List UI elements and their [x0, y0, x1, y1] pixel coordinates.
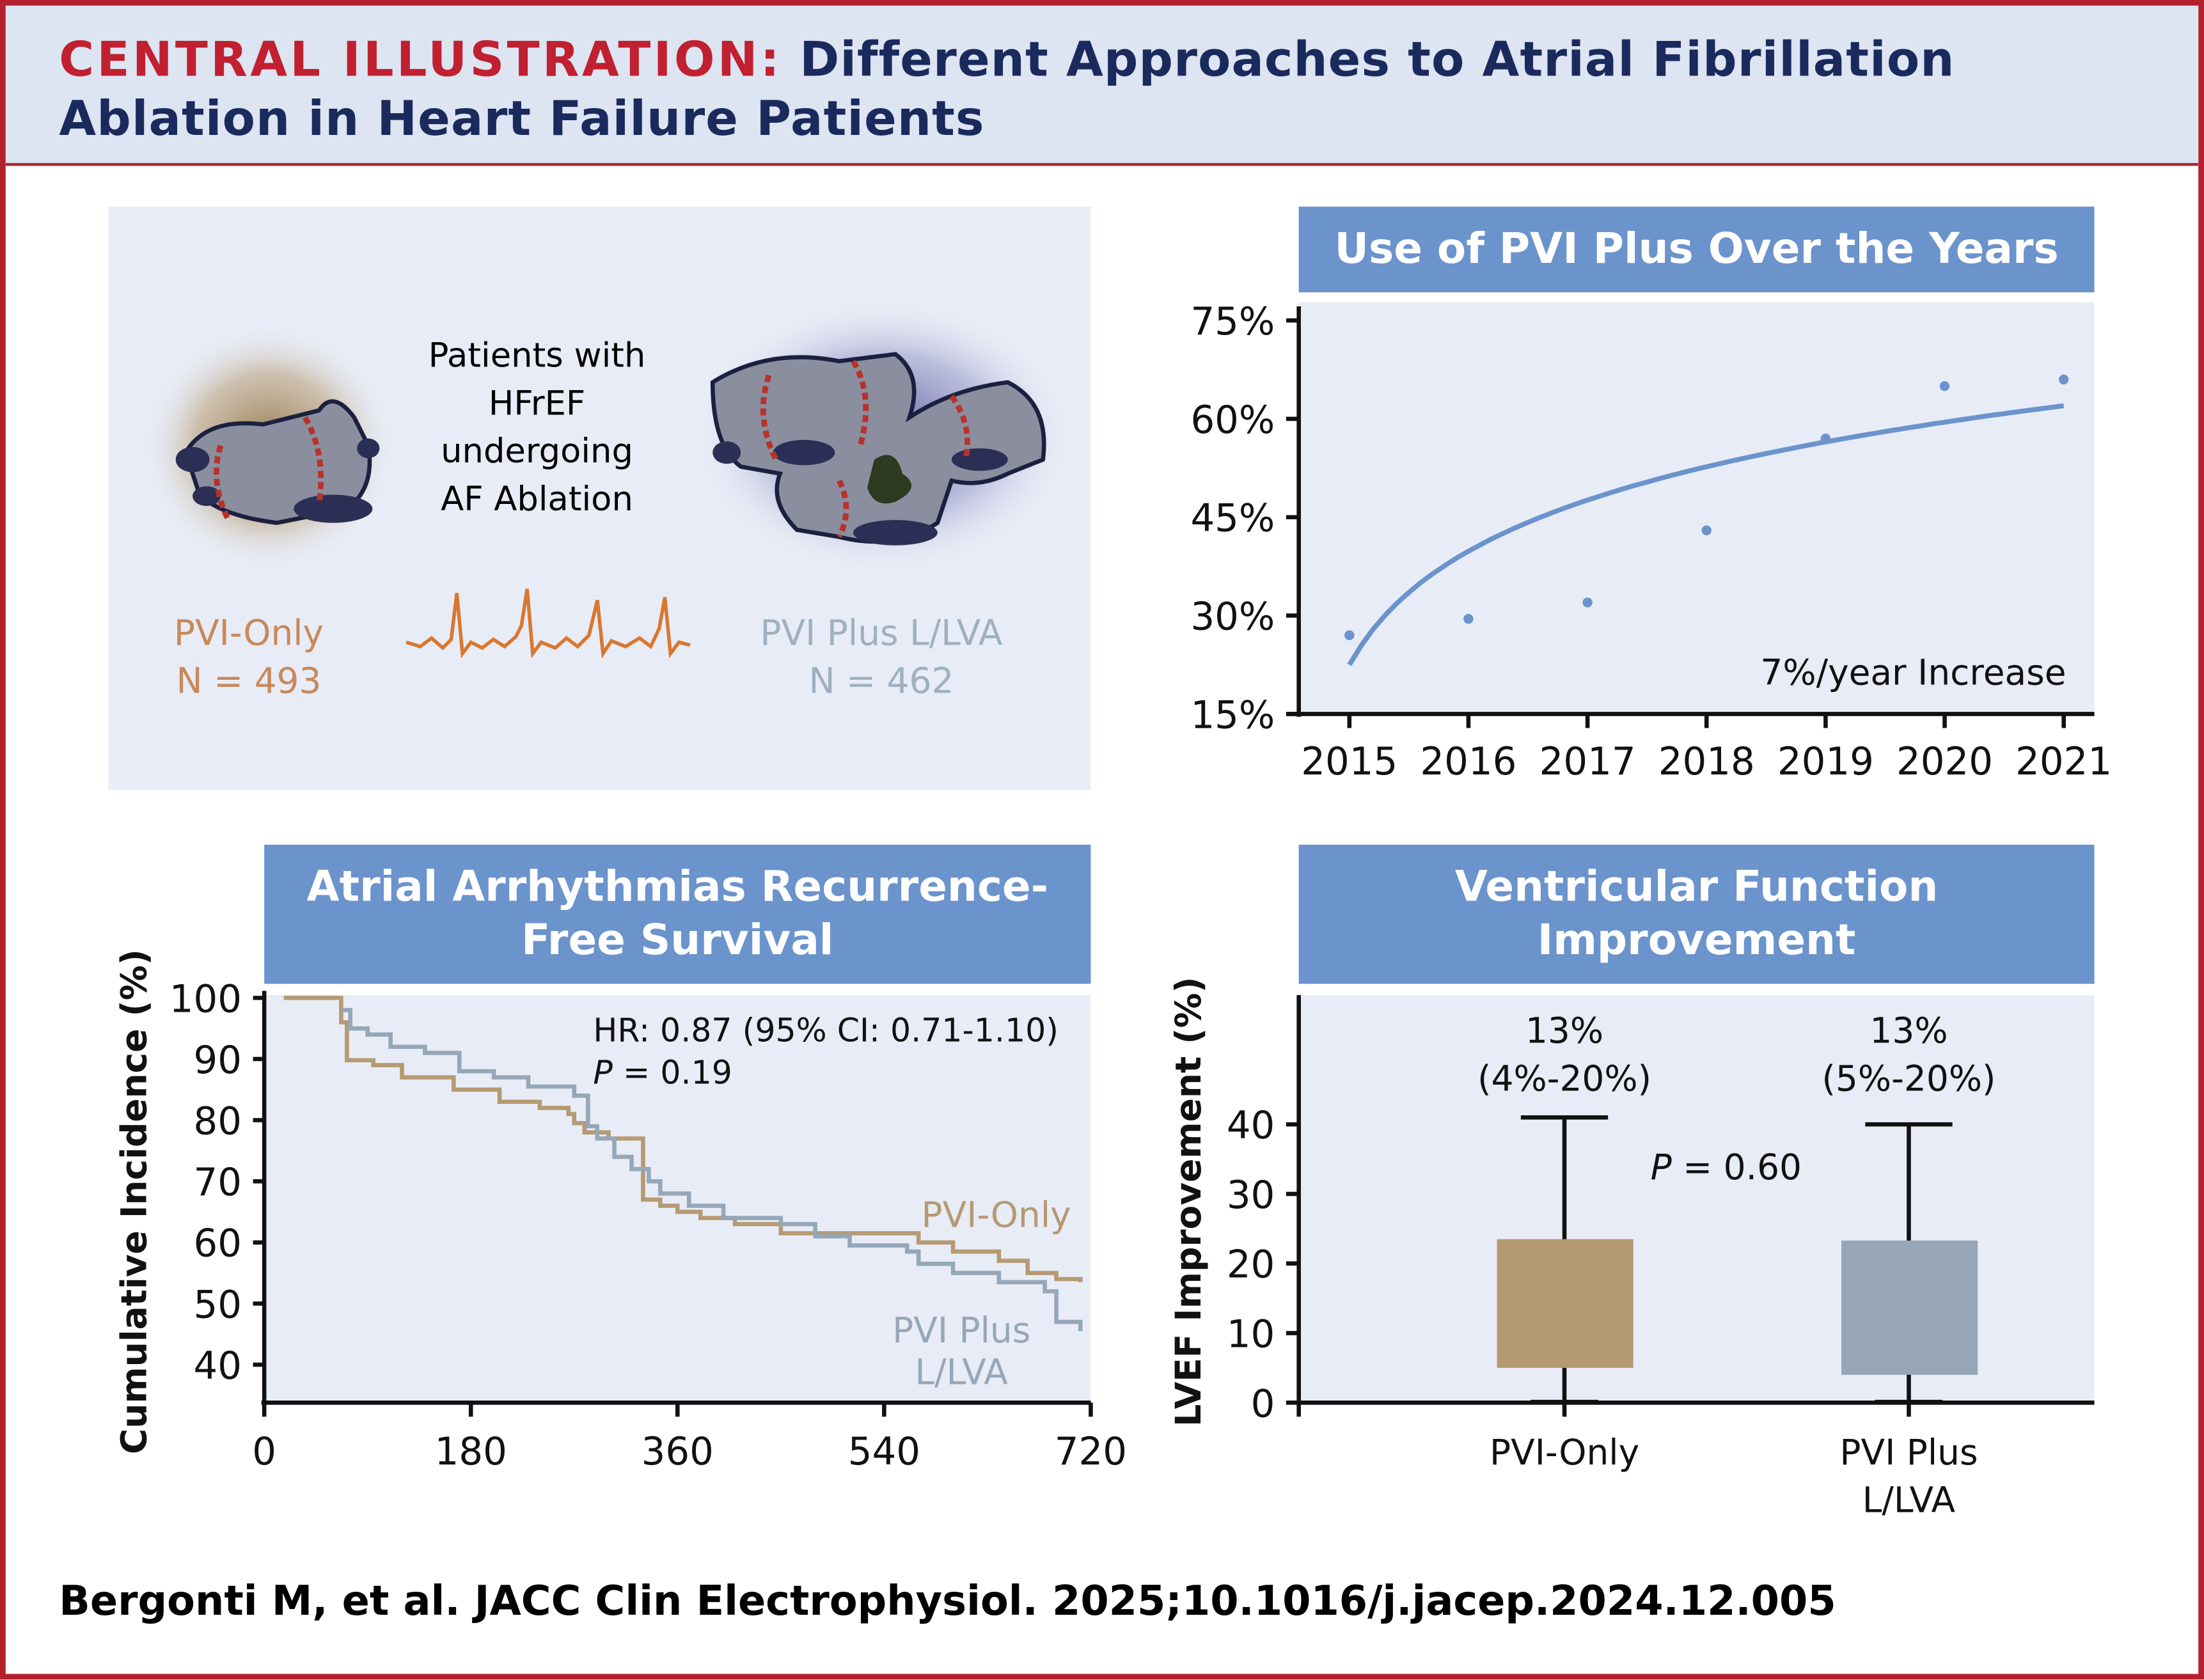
y-tick-label: 100	[169, 977, 242, 1021]
data-point	[1701, 525, 1712, 535]
y-tick-label: 50	[194, 1282, 242, 1326]
x-tick-label: 2015	[1301, 739, 1397, 783]
patients-line: undergoing	[441, 431, 633, 471]
plot-area-survival	[264, 994, 1091, 1403]
x-tick-label: 2019	[1777, 739, 1874, 783]
p-annotation: P = 0.60	[1651, 1147, 1802, 1188]
y-tick-label: 30	[1227, 1173, 1275, 1217]
x-category-label: L/LVA	[1862, 1480, 1956, 1521]
group-name: PVI-Only	[173, 613, 324, 654]
title-label: CENTRAL ILLUSTRATION:	[59, 32, 783, 89]
km-curve-pvi-only	[283, 996, 1083, 1282]
x-tick-label: 2020	[1896, 739, 1993, 783]
median-label: 13%	[1869, 1010, 1948, 1051]
y-tick-label: 40	[194, 1344, 242, 1388]
trend-line	[1347, 403, 2065, 666]
plot-area-pvi-plus-use	[1298, 302, 2095, 714]
chart-title-survival: Atrial Arrhythmias Recurrence- Free Survi…	[264, 844, 1091, 984]
p-value: = 0.19	[613, 1053, 732, 1091]
page-title: CENTRAL ILLUSTRATION: Different Approach…	[59, 31, 1955, 149]
title-line-1: Different Approaches to Atrial Fibrillat…	[799, 32, 1955, 89]
y-tick-label: 45%	[1190, 496, 1275, 540]
group-n: N = 493	[176, 660, 322, 702]
title-line: Atrial Arrhythmias Recurrence-	[306, 862, 1049, 912]
chart-title-lvef: Ventricular Function Improvement	[1298, 844, 2095, 984]
data-point	[1582, 597, 1593, 608]
p-symbol: P	[593, 1053, 613, 1091]
title-line-2: Ablation in Heart Failure Patients	[59, 91, 985, 148]
x-tick-label: 2021	[2015, 739, 2112, 783]
iqr-label: (5%-20%)	[1822, 1058, 1995, 1099]
hr-annotation: HR: 0.87 (95% CI: 0.71-1.10)	[593, 1011, 1059, 1049]
y-tick-label: 20	[1227, 1243, 1275, 1287]
box	[1497, 1239, 1633, 1368]
km-curve-pvi-plus	[341, 1008, 1083, 1331]
x-category-label: PVI-Only	[1490, 1432, 1639, 1473]
group-pvi-plus: PVI Plus L/LVA N = 462	[734, 610, 1029, 705]
x-tick-label: 360	[642, 1429, 714, 1473]
p-value: = 0.60	[1672, 1147, 1802, 1188]
patients-line: HFrEF	[488, 383, 586, 423]
patients-line: AF Ablation	[441, 479, 633, 519]
title-line: Free Survival	[521, 915, 834, 965]
y-tick-label: 30%	[1190, 595, 1275, 639]
group-n: N = 462	[808, 660, 954, 702]
p-annotation: P = 0.19	[593, 1053, 732, 1091]
overview-panel: Patients with HFrEF undergoing AF Ablati…	[108, 207, 1091, 790]
y-axis-label: Cumulative Incidence (%)	[114, 949, 155, 1454]
patients-line: Patients with	[428, 336, 646, 375]
y-tick-label: 60	[194, 1221, 242, 1266]
heart-illustrations	[141, 299, 1073, 659]
y-tick-label: 90	[194, 1038, 242, 1082]
y-tick-label: 10	[1227, 1312, 1275, 1356]
median-label: 13%	[1525, 1010, 1603, 1051]
data-point	[1344, 630, 1355, 641]
patients-text: Patients with HFrEF undergoing AF Ablati…	[382, 332, 691, 523]
group-name: PVI Plus L/LVA	[760, 613, 1003, 654]
series-label-pvi-plus: L/LVA	[915, 1352, 1009, 1393]
series-label-pvi-only: PVI-Only	[922, 1195, 1071, 1236]
x-tick-label: 720	[1055, 1429, 1127, 1473]
y-tick-label: 80	[194, 1099, 242, 1143]
x-tick-label: 180	[435, 1429, 507, 1473]
y-tick-label: 15%	[1190, 693, 1275, 737]
p-symbol: P	[1651, 1147, 1673, 1188]
data-point	[1463, 614, 1474, 624]
ecg-trace-icon	[405, 588, 691, 659]
box	[1841, 1240, 1978, 1375]
x-tick-label: 2018	[1658, 739, 1755, 783]
x-category-label: PVI Plus	[1839, 1432, 1978, 1473]
citation: Bergonti M, et al. JACC Clin Electrophys…	[59, 1576, 1836, 1625]
x-tick-label: 540	[848, 1429, 920, 1473]
trend-annotation: 7%/year Increase	[1760, 652, 2066, 693]
y-tick-label: 40	[1227, 1103, 1275, 1147]
y-axis-label: LVEF Improvement (%)	[1168, 977, 1209, 1426]
header: CENTRAL ILLUSTRATION: Different Approach…	[5, 5, 2199, 166]
iqr-label: (4%-20%)	[1477, 1058, 1651, 1099]
x-tick-label: 0	[252, 1429, 276, 1473]
left-atrium-pvi-plus-icon	[693, 299, 1073, 574]
chart-title-pvi-plus-use: Use of PVI Plus Over the Years	[1298, 207, 2095, 293]
data-point	[1820, 433, 1831, 444]
x-tick-label: 2016	[1420, 739, 1516, 783]
series-label-pvi-plus: PVI Plus	[892, 1310, 1030, 1351]
charts-overlay: 15%30%45%60%75%2015 2016 2017 2018 2019 2020 2…	[114, 299, 2113, 1521]
y-tick-label: 75%	[1190, 299, 1275, 343]
data-point	[1939, 381, 1950, 391]
x-tick-label: 2017	[1539, 739, 1636, 783]
y-tick-label: 60%	[1190, 398, 1275, 442]
group-pvi-only: PVI-Only N = 493	[136, 610, 361, 705]
left-atrium-pvi-only-icon	[141, 324, 395, 571]
y-tick-label: 70	[194, 1160, 242, 1204]
data-point	[2058, 374, 2069, 385]
y-tick-label: 0	[1251, 1381, 1275, 1425]
